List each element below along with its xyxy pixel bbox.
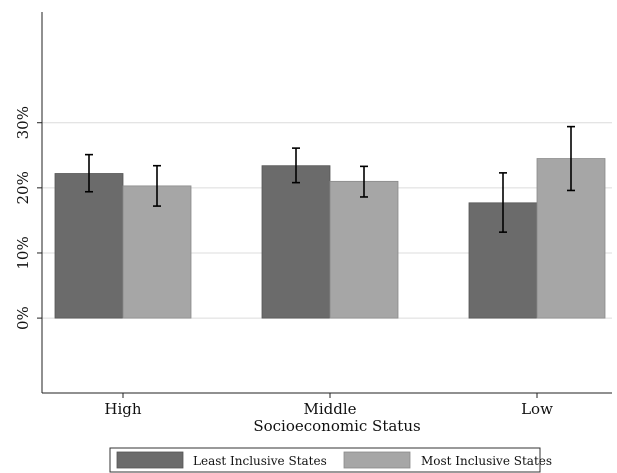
error-bars [85,125,575,233]
y-tick-label: 10% [14,236,32,269]
x-axis-ticks: High Middle Low [104,393,553,418]
bar-least-middle [261,165,331,319]
x-axis-title: Socioeconomic Status [253,417,420,435]
x-tick-label-low: Low [521,400,553,418]
legend-swatch-least [116,451,184,469]
bar-most-middle [329,180,399,319]
bar-most-high [122,185,192,319]
bar-least-high [54,173,124,319]
x-tick-label-middle: Middle [303,400,356,418]
legend-swatch-most [343,451,411,469]
y-tick-label: 20% [14,171,32,204]
x-tick-label-high: High [104,400,141,418]
y-tick-label: 30% [14,106,32,139]
legend: Least Inclusive States Most Inclusive Sta… [109,447,552,473]
y-axis-ticks: 0% 10% 20% 30% [14,106,42,330]
legend-label-least: Least Inclusive States [193,454,327,468]
legend-label-most: Most Inclusive States [421,454,552,468]
bars [54,158,606,319]
y-tick-label: 0% [14,306,32,330]
